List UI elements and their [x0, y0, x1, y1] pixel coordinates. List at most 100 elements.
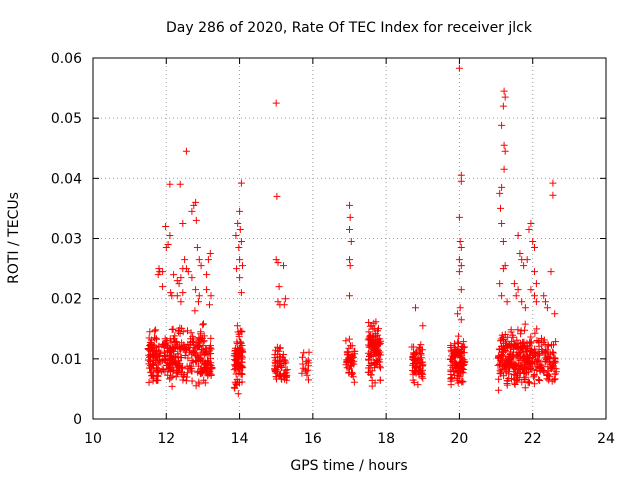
data-point [522, 373, 530, 381]
data-point [516, 250, 524, 257]
data-point [184, 327, 191, 335]
y-tick-label: 0.06 [51, 51, 82, 67]
data-point [199, 321, 207, 329]
data-point [414, 381, 422, 389]
data-point [499, 352, 507, 360]
data-point [188, 357, 196, 365]
data-point [549, 362, 557, 370]
data-point [154, 367, 162, 375]
data-point [192, 198, 200, 206]
data-point [457, 316, 465, 324]
data-point [533, 325, 541, 333]
data-point [181, 352, 189, 359]
data-point [496, 280, 504, 288]
data-point [508, 375, 515, 383]
data-point [536, 362, 544, 370]
data-point [373, 358, 381, 366]
data-point [416, 362, 424, 370]
data-point [345, 335, 353, 343]
data-point [237, 370, 245, 377]
data-point [346, 213, 354, 221]
data-point [499, 102, 507, 110]
data-point [174, 350, 182, 358]
data-point [508, 352, 516, 360]
data-point [525, 226, 533, 233]
data-point [509, 331, 517, 339]
data-point [166, 365, 174, 373]
data-point [188, 377, 196, 385]
data-point [304, 366, 312, 374]
data-point [177, 345, 184, 353]
data-point [188, 350, 196, 358]
data-point [200, 320, 207, 328]
data-point [189, 349, 197, 357]
data-point [146, 328, 154, 336]
data-point [549, 179, 557, 187]
data-point [164, 241, 172, 248]
data-point [239, 347, 246, 355]
data-point [513, 336, 521, 344]
data-point [516, 345, 524, 352]
data-point [514, 355, 522, 363]
data-point [535, 342, 543, 350]
data-point [279, 351, 287, 358]
data-point [196, 334, 204, 342]
data-point [197, 262, 205, 270]
data-point [166, 375, 174, 383]
data-point [523, 368, 531, 376]
data-point [204, 256, 212, 264]
data-point [162, 244, 170, 251]
data-point [514, 326, 522, 334]
data-point [274, 298, 282, 306]
data-point [536, 377, 544, 384]
data-point [368, 367, 376, 375]
data-point [365, 364, 373, 372]
data-point [514, 376, 522, 384]
x-tick-label: 12 [157, 431, 175, 447]
data-point [520, 262, 528, 270]
data-point [521, 304, 529, 312]
data-point [168, 346, 176, 354]
data-point [235, 244, 243, 251]
data-point [169, 372, 177, 380]
data-point [233, 349, 241, 357]
data-point [238, 327, 246, 335]
data-point [540, 292, 548, 300]
data-point [176, 359, 184, 367]
data-point [190, 343, 198, 351]
data-point [274, 259, 282, 267]
data-point [377, 364, 384, 372]
data-point [365, 319, 373, 326]
data-point [161, 352, 169, 360]
data-point [238, 352, 245, 360]
data-point [544, 353, 552, 361]
data-point [551, 370, 559, 378]
data-point [188, 338, 196, 346]
data-point [203, 369, 211, 377]
data-point [236, 207, 244, 215]
data-point [206, 301, 213, 309]
data-point [552, 338, 560, 346]
data-point [498, 121, 506, 129]
data-point [195, 298, 202, 306]
data-points [144, 64, 560, 398]
data-point [234, 220, 242, 227]
data-point [175, 280, 183, 288]
data-point [497, 204, 504, 212]
data-point [168, 358, 176, 365]
data-point [278, 375, 286, 383]
data-point [175, 328, 182, 336]
data-point [501, 262, 509, 270]
data-point [543, 304, 551, 312]
data-point [541, 341, 549, 349]
data-point [177, 298, 185, 306]
data-point [162, 337, 170, 345]
data-point [179, 376, 187, 384]
data-point [521, 326, 529, 334]
data-point [498, 220, 506, 227]
data-point [346, 292, 353, 300]
data-point [535, 357, 543, 365]
data-point [155, 346, 163, 354]
data-point [527, 333, 535, 341]
